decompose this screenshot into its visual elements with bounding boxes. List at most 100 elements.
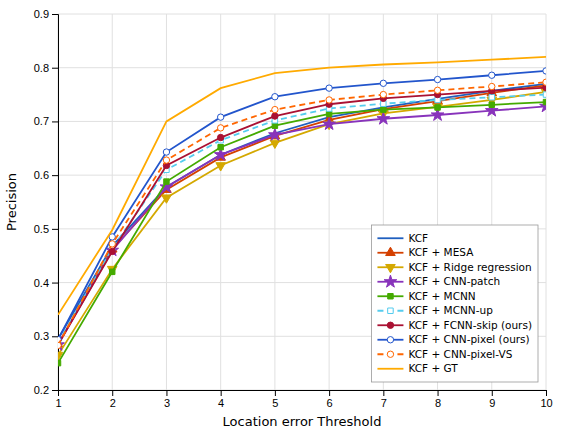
x-axis-line	[59, 391, 547, 397]
series-line	[58, 88, 546, 345]
y-tick-label: 0.9	[34, 8, 49, 20]
point	[543, 79, 546, 85]
y-tick-mark	[52, 229, 58, 230]
y-tick: 0.2	[34, 384, 58, 396]
point	[58, 342, 61, 348]
x-grid-line	[329, 14, 330, 390]
x-tick-label: 1	[55, 397, 61, 409]
point	[109, 248, 115, 254]
legend-entry: KCF + Ridge regression	[377, 261, 531, 273]
y-tick-mark	[52, 14, 58, 15]
x-tick-label: 3	[164, 397, 170, 409]
y-tick: 0.6	[34, 169, 58, 181]
point	[163, 157, 169, 163]
legend-entry: KCF + CNN-patch	[377, 275, 500, 287]
legend-marker	[388, 308, 393, 313]
y-axis-title: Precision	[4, 173, 19, 231]
x-grid-line	[220, 14, 221, 390]
legend-swatch	[377, 237, 403, 239]
x-tick: 6	[327, 390, 333, 409]
legend-entry: KCF + CNN-pixel-VS	[377, 348, 512, 360]
grid	[58, 14, 546, 390]
x-tick-mark	[221, 390, 222, 396]
x-tick: 1	[55, 390, 61, 409]
y-tick: 0.5	[34, 223, 58, 235]
x-axis: 12345678910	[55, 390, 552, 409]
y-tick-label: 0.6	[34, 169, 49, 181]
chart: 123456789100.20.30.40.50.60.70.80.9Locat…	[0, 0, 562, 436]
series	[58, 79, 546, 349]
point	[434, 87, 440, 93]
point	[269, 128, 282, 140]
x-tick: 5	[272, 390, 278, 409]
series-line	[58, 82, 546, 345]
point	[543, 68, 546, 74]
y-tick-mark	[52, 336, 58, 337]
legend-label: KCF + FCNN-skip (ours)	[408, 319, 532, 331]
x-tick: 3	[164, 390, 170, 409]
x-tick-label: 7	[381, 397, 387, 409]
legend-label: KCF + Ridge regression	[408, 261, 531, 273]
legend-marker	[384, 275, 397, 287]
point	[109, 241, 115, 247]
x-tick-mark	[112, 390, 113, 396]
legend-entry: KCF + MCNN	[377, 290, 475, 302]
plot-area	[58, 57, 546, 366]
point	[58, 342, 61, 348]
x-tick: 2	[110, 390, 116, 409]
x-tick-label: 9	[489, 397, 495, 409]
y-tick: 0.4	[34, 277, 58, 289]
point	[217, 125, 223, 131]
point	[272, 123, 277, 128]
legend-label: KCF + MCNN	[408, 290, 475, 302]
y-grid-line	[58, 121, 546, 122]
point	[162, 195, 172, 203]
point	[380, 80, 386, 86]
series-line	[58, 85, 546, 344]
x-tick-label: 5	[272, 397, 278, 409]
x-tick-label: 4	[218, 397, 224, 409]
point	[272, 94, 278, 100]
legend-label: KCF + MESA	[408, 246, 474, 258]
y-tick-mark	[52, 121, 58, 122]
series-line	[58, 84, 546, 339]
y-axis: 0.20.30.40.50.60.70.80.9	[34, 8, 59, 396]
legend-marker	[387, 322, 393, 328]
point	[272, 106, 278, 112]
y-tick-label: 0.3	[34, 330, 49, 342]
point	[216, 163, 226, 171]
y-tick-label: 0.4	[34, 277, 49, 289]
y-axis-line	[52, 15, 59, 391]
point	[381, 107, 386, 112]
legend-label: KCF + CNN-pixel-VS	[408, 348, 512, 360]
x-tick-mark	[492, 390, 493, 396]
x-tick-mark	[166, 390, 167, 396]
point	[163, 149, 169, 155]
x-tick: 7	[381, 390, 387, 409]
point	[270, 140, 280, 148]
point	[435, 105, 440, 110]
point	[217, 134, 223, 140]
point	[217, 114, 223, 120]
series	[58, 92, 546, 346]
y-tick-mark	[52, 68, 58, 69]
point	[489, 95, 494, 100]
y-tick-label: 0.5	[34, 223, 49, 235]
legend-label: KCF + CNN-patch	[408, 275, 500, 287]
point	[377, 112, 390, 124]
legend-marker	[386, 264, 396, 272]
x-tick-label: 10	[540, 397, 552, 409]
legend-entry: KCF + MESA	[377, 246, 474, 258]
y-tick: 0.7	[34, 115, 58, 127]
legend-box	[371, 225, 538, 382]
point	[543, 99, 546, 104]
y-tick: 0.3	[34, 330, 58, 342]
point	[434, 76, 440, 82]
legend-marker	[387, 337, 393, 343]
legend: KCFKCF + MESAKCF + Ridge regressionKCF +…	[371, 225, 538, 382]
series	[58, 68, 546, 343]
series-line	[58, 92, 546, 355]
y-grid-line	[58, 175, 546, 176]
y-grid-line	[58, 67, 546, 68]
legend-marker	[388, 294, 393, 299]
